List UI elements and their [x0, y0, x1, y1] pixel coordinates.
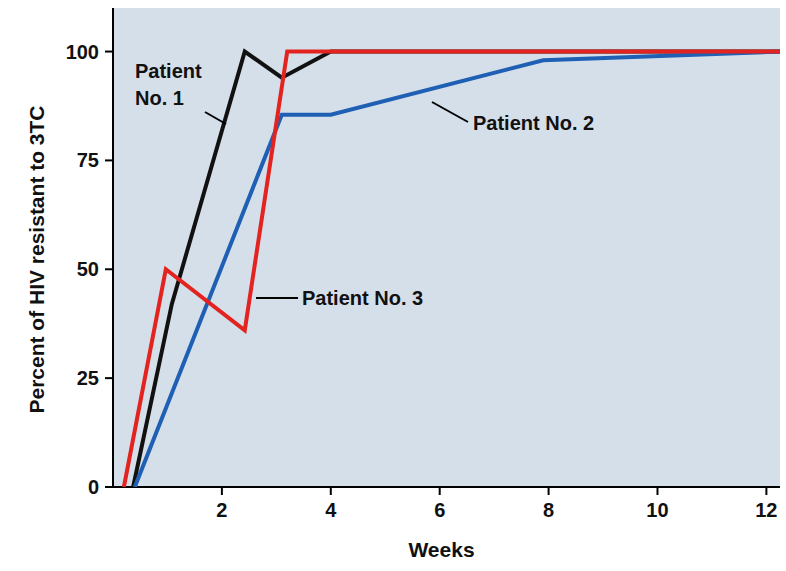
y-tick-label: 0	[88, 476, 99, 498]
y-tick	[105, 268, 113, 270]
y-tick-label: 100	[66, 41, 99, 63]
label-leader	[256, 297, 298, 299]
y-tick	[105, 159, 113, 161]
series-line	[135, 52, 780, 487]
x-tick	[656, 487, 658, 495]
x-axis-label: Weeks	[408, 538, 474, 561]
series-group	[124, 52, 780, 487]
series-label-line: Patient	[135, 60, 202, 82]
series-label: Patient No. 1	[135, 60, 202, 109]
y-tick-label: 50	[77, 258, 99, 280]
x-tick	[330, 487, 332, 495]
y-tick-label: 25	[77, 367, 99, 389]
x-tick	[548, 487, 550, 495]
x-tick	[765, 487, 767, 495]
x-tick-label: 2	[216, 499, 227, 521]
y-tick-label: 75	[77, 149, 99, 171]
series-line	[133, 52, 780, 487]
series-label: Patient No. 2	[473, 112, 594, 134]
x-tick-label: 10	[646, 499, 668, 521]
y-axis	[112, 8, 114, 487]
series-label-line: No. 1	[135, 87, 184, 109]
y-tick	[105, 51, 113, 53]
y-axis-label: Percent of HIV resistant to 3TC	[25, 105, 48, 413]
x-tick-label: 8	[543, 499, 554, 521]
x-axis	[113, 486, 780, 488]
plot-background	[113, 8, 780, 487]
series-label: Patient No. 3	[302, 287, 423, 309]
label-leader	[432, 102, 468, 122]
y-tick	[105, 486, 113, 488]
x-tick-label: 4	[325, 499, 337, 521]
x-tick-label: 6	[434, 499, 445, 521]
series-line	[124, 52, 780, 487]
x-tick-label: 12	[755, 499, 777, 521]
label-leader	[205, 112, 226, 124]
y-tick	[105, 377, 113, 379]
x-tick	[221, 487, 223, 495]
x-tick	[439, 487, 441, 495]
